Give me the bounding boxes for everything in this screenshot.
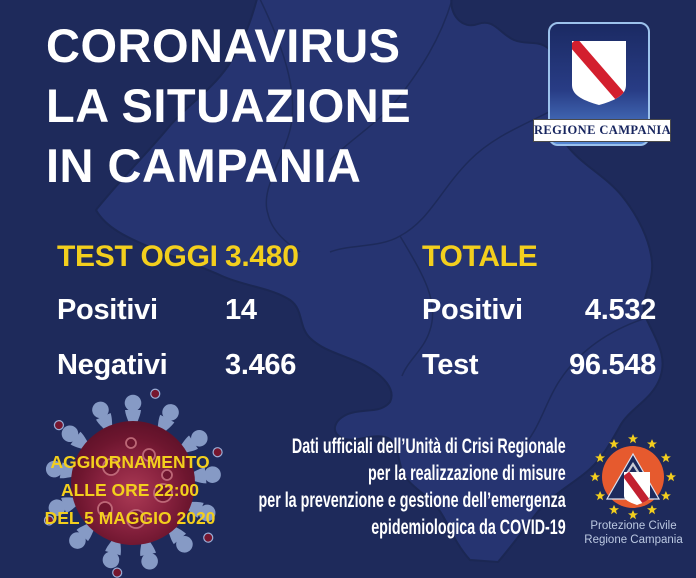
- page-title: CORONAVIRUS LA SITUAZIONE IN CAMPANIA: [46, 16, 411, 196]
- regione-campania-label: REGIONE CAMPANIA: [533, 119, 671, 142]
- positivi-oggi-label: Positivi: [57, 294, 158, 326]
- title-line-3: IN CAMPANIA: [46, 139, 362, 192]
- positivi-totale-label: Positivi: [422, 294, 523, 326]
- title-line-2: LA SITUAZIONE: [46, 79, 412, 132]
- protezione-civile-caption: Protezione Civile Regione Campania: [576, 519, 691, 547]
- test-totale-label: Test: [422, 349, 479, 381]
- update-line-2: ALLE ORE 22:00: [60, 480, 200, 500]
- pc-caption-line-1: Protezione Civile: [590, 520, 677, 532]
- test-oggi-label: TEST OGGI: [57, 240, 218, 273]
- regione-campania-logo: REGIONE CAMPANIA: [533, 22, 671, 146]
- coronavirus-icon: [43, 388, 223, 578]
- official-note: Dati ufficiali dell’Unità di Crisi Regio…: [259, 433, 566, 541]
- pc-caption-line-2: Regione Campania: [584, 534, 683, 546]
- test-oggi-value: 3.480: [225, 240, 299, 273]
- note-line-3: per la prevenzione e gestione dell’emerg…: [258, 489, 566, 512]
- note-line-1: Dati ufficiali dell’Unità di Crisi Regio…: [292, 435, 566, 458]
- negativi-oggi-value: 3.466: [225, 349, 297, 381]
- negativi-oggi-label: Negativi: [57, 349, 168, 381]
- protezione-civile-emblem-icon: [590, 434, 676, 520]
- test-totale-value: 96.548: [569, 349, 656, 381]
- positivi-totale-value: 4.532: [584, 294, 656, 326]
- update-timestamp: AGGIORNAMENTO ALLE ORE 22:00 DEL 5 MAGGI…: [25, 448, 235, 532]
- totale-label: TOTALE: [422, 240, 538, 273]
- protezione-civile-logo: Protezione Civile Regione Campania: [576, 428, 691, 547]
- positivi-oggi-value: 14: [225, 294, 257, 326]
- note-line-2: per la realizzazione di misure: [368, 462, 566, 485]
- campania-shield-icon: [572, 41, 626, 105]
- note-line-4: epidemiologica da COVID-19: [371, 516, 566, 539]
- update-line-3: DEL 5 MAGGIO 2020: [44, 508, 216, 528]
- update-line-1: AGGIORNAMENTO: [50, 452, 210, 472]
- title-line-1: CORONAVIRUS: [46, 19, 401, 72]
